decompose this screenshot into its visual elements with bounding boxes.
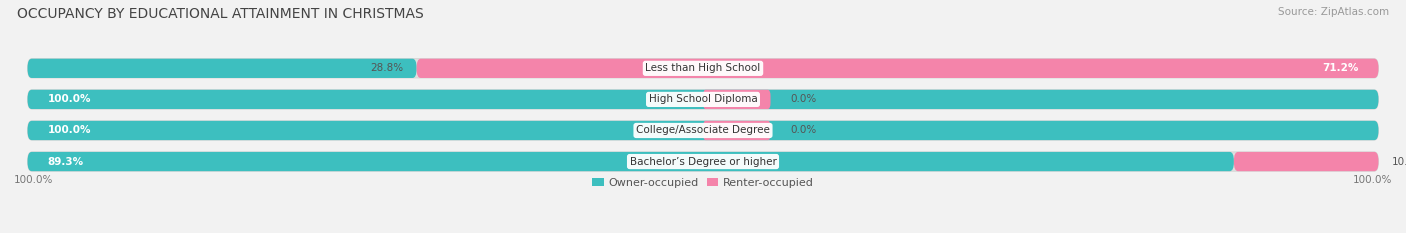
FancyBboxPatch shape [28, 90, 1378, 109]
Text: 28.8%: 28.8% [370, 63, 404, 73]
Text: 100.0%: 100.0% [14, 175, 53, 185]
Text: 0.0%: 0.0% [790, 126, 817, 135]
Text: 89.3%: 89.3% [48, 157, 84, 167]
Text: 0.0%: 0.0% [790, 94, 817, 104]
FancyBboxPatch shape [28, 152, 1234, 171]
FancyBboxPatch shape [1234, 152, 1378, 171]
FancyBboxPatch shape [703, 90, 770, 109]
Text: Source: ZipAtlas.com: Source: ZipAtlas.com [1278, 7, 1389, 17]
Text: OCCUPANCY BY EDUCATIONAL ATTAINMENT IN CHRISTMAS: OCCUPANCY BY EDUCATIONAL ATTAINMENT IN C… [17, 7, 423, 21]
FancyBboxPatch shape [28, 121, 1378, 140]
FancyBboxPatch shape [416, 59, 1378, 78]
Legend: Owner-occupied, Renter-occupied: Owner-occupied, Renter-occupied [588, 173, 818, 192]
Text: Bachelor’s Degree or higher: Bachelor’s Degree or higher [630, 157, 776, 167]
Text: Less than High School: Less than High School [645, 63, 761, 73]
Text: 10.7%: 10.7% [1392, 157, 1406, 167]
FancyBboxPatch shape [28, 152, 1378, 171]
Text: 71.2%: 71.2% [1322, 63, 1358, 73]
FancyBboxPatch shape [28, 90, 1378, 109]
FancyBboxPatch shape [28, 121, 1378, 140]
Text: 100.0%: 100.0% [1353, 175, 1392, 185]
Text: College/Associate Degree: College/Associate Degree [636, 126, 770, 135]
Text: High School Diploma: High School Diploma [648, 94, 758, 104]
Text: 100.0%: 100.0% [48, 94, 91, 104]
FancyBboxPatch shape [28, 59, 1378, 78]
FancyBboxPatch shape [703, 121, 770, 140]
Text: 100.0%: 100.0% [48, 126, 91, 135]
FancyBboxPatch shape [28, 59, 416, 78]
